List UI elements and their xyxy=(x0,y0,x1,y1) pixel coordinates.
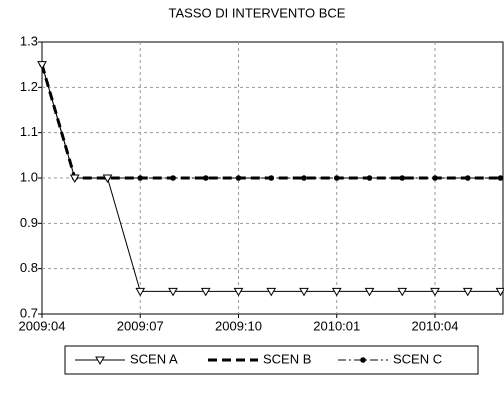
point xyxy=(233,287,244,297)
point xyxy=(200,287,211,297)
point xyxy=(333,175,340,181)
point xyxy=(464,175,471,181)
point xyxy=(137,175,144,181)
x-tick-label: 2010:04 xyxy=(412,318,459,333)
point xyxy=(202,175,209,181)
point xyxy=(432,175,438,181)
legend-marker xyxy=(95,356,105,366)
legend-label: SCEN C xyxy=(393,351,442,366)
point xyxy=(301,175,307,181)
y-tick-label: 1.2 xyxy=(20,79,38,94)
y-tick-label: 1.0 xyxy=(20,169,38,184)
point xyxy=(430,287,440,297)
y-tick-label: 1.3 xyxy=(20,33,38,48)
point xyxy=(299,287,309,297)
point xyxy=(397,287,408,297)
legend-label: SCEN A xyxy=(130,351,178,366)
point xyxy=(462,287,473,297)
point xyxy=(266,287,277,297)
point xyxy=(268,175,275,181)
y-tick-label: 0.8 xyxy=(20,260,38,275)
point xyxy=(399,175,406,181)
y-tick-label: 1.1 xyxy=(20,124,38,139)
point xyxy=(135,287,146,297)
point xyxy=(364,287,375,297)
y-tick-label: 0.9 xyxy=(20,215,38,230)
chart-title: TASSO DI INTERVENTO BCE xyxy=(169,5,346,20)
point xyxy=(497,175,504,181)
point xyxy=(170,175,176,181)
x-tick-label: 2010:01 xyxy=(313,318,360,333)
point xyxy=(235,175,242,181)
point xyxy=(69,174,80,184)
point xyxy=(37,61,47,70)
point xyxy=(495,287,504,297)
legend-marker xyxy=(360,357,366,363)
point xyxy=(102,174,113,184)
series-line xyxy=(41,64,501,179)
x-tick-label: 2009:10 xyxy=(215,318,262,333)
point xyxy=(168,287,178,297)
series-line xyxy=(40,64,501,180)
point xyxy=(366,175,373,181)
legend-box xyxy=(64,345,479,375)
x-tick-label: 2009:07 xyxy=(117,318,164,333)
legend-label: SCEN B xyxy=(263,351,311,366)
y-tick-label: 0.7 xyxy=(20,305,38,320)
x-tick-label: 2009:04 xyxy=(19,318,66,333)
point xyxy=(331,287,342,297)
